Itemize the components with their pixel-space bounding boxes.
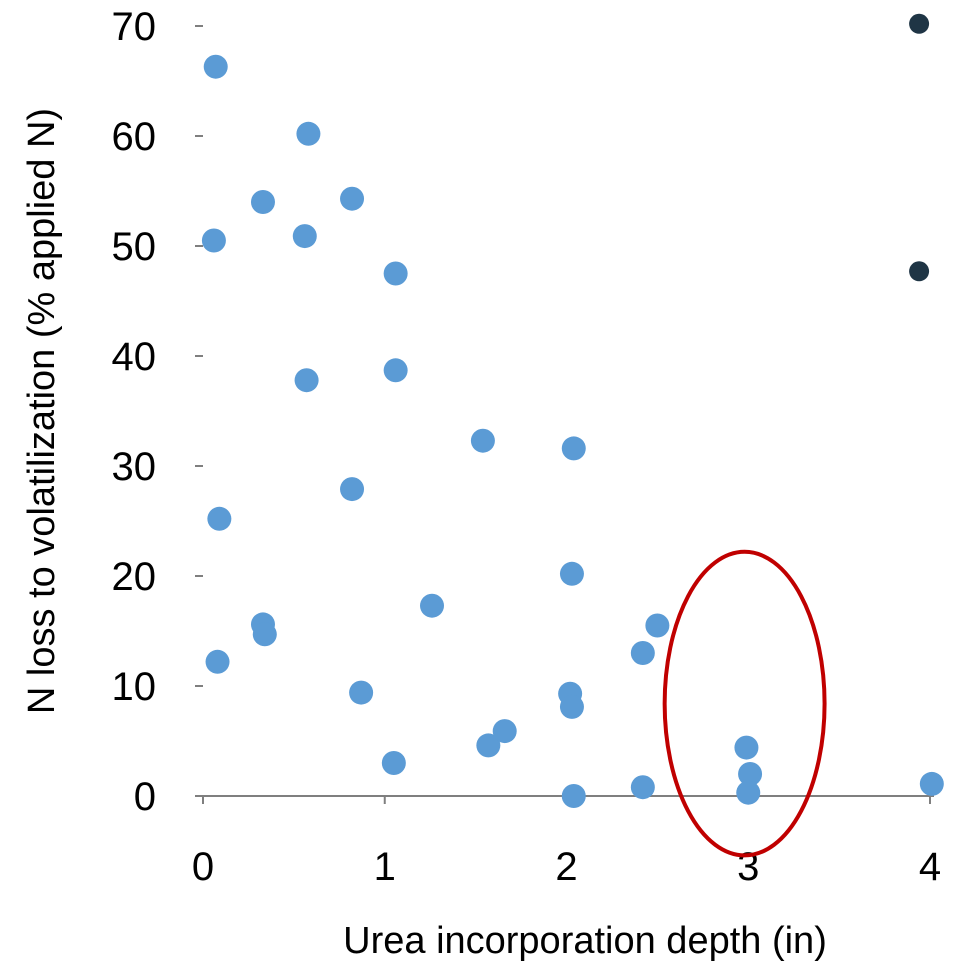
data-point xyxy=(340,477,365,502)
data-point xyxy=(292,224,317,249)
data-point xyxy=(736,780,761,805)
data-point xyxy=(383,358,408,383)
y-tick-label: 20 xyxy=(112,555,157,599)
data-point xyxy=(420,593,445,618)
data-points xyxy=(201,13,944,808)
data-point xyxy=(207,506,232,531)
data-point xyxy=(492,719,517,744)
x-tick-label: 1 xyxy=(374,845,396,889)
y-tick-label: 30 xyxy=(112,445,157,489)
data-point xyxy=(559,561,584,586)
data-point xyxy=(296,121,321,146)
data-point xyxy=(738,762,763,786)
data-point xyxy=(909,261,930,282)
data-point xyxy=(340,186,365,211)
data-point xyxy=(561,784,586,808)
data-point xyxy=(205,649,230,674)
data-point xyxy=(252,622,277,647)
data-point xyxy=(476,733,501,758)
data-point xyxy=(349,680,374,705)
y-axis-title: N loss to volatilization (% applied N) xyxy=(21,108,63,714)
y-axis-ticks: 0 10 20 30 40 50 60 70 xyxy=(112,5,203,819)
data-point xyxy=(645,613,670,638)
data-point xyxy=(630,641,655,665)
x-tick-label: 2 xyxy=(555,845,577,889)
data-point xyxy=(630,775,655,800)
y-tick-label: 60 xyxy=(112,115,157,159)
data-point xyxy=(734,735,759,760)
data-point xyxy=(383,261,408,286)
highlight-ellipse xyxy=(662,549,827,858)
x-axis-title: Urea incorporation depth (in) xyxy=(343,920,827,962)
data-point xyxy=(201,228,226,253)
y-tick-label: 40 xyxy=(112,335,157,379)
data-point xyxy=(470,428,495,453)
y-tick-label: 70 xyxy=(112,5,157,49)
x-tick-label: 3 xyxy=(737,845,759,889)
y-tick-label: 0 xyxy=(134,775,156,819)
annotations xyxy=(662,549,827,858)
x-axis-ticks: 0 1 2 3 4 xyxy=(192,796,941,889)
data-point xyxy=(561,436,586,461)
data-point xyxy=(919,771,944,796)
data-point xyxy=(559,694,584,719)
data-point xyxy=(203,54,228,79)
data-point xyxy=(250,190,275,214)
data-point xyxy=(381,751,406,775)
data-point xyxy=(294,368,319,393)
y-tick-label: 10 xyxy=(112,665,157,709)
data-point xyxy=(909,13,930,34)
x-tick-label: 0 xyxy=(192,845,214,889)
x-tick-label: 4 xyxy=(919,845,941,889)
y-tick-label: 50 xyxy=(112,225,157,269)
